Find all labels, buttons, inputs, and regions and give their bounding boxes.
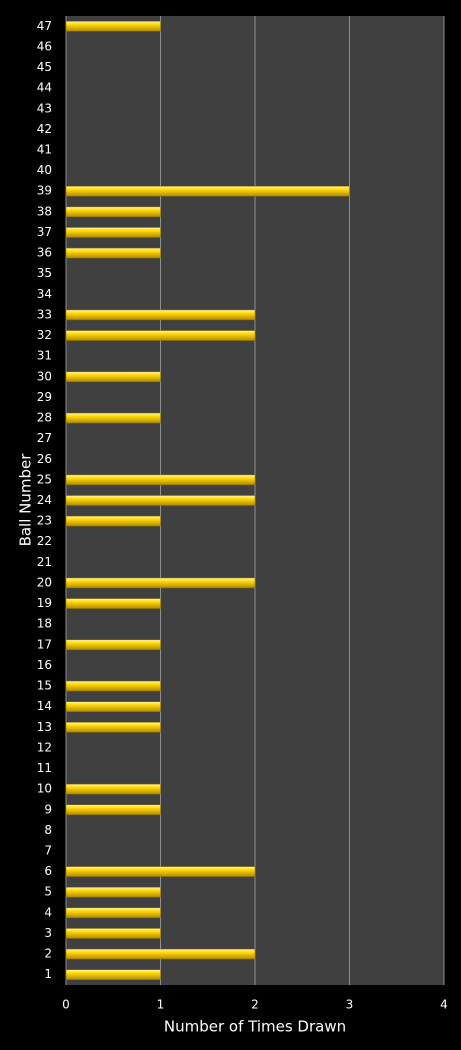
y-tick-label: 1 xyxy=(44,967,52,981)
y-tick-label: 20 xyxy=(37,575,52,589)
y-tick-label: 23 xyxy=(37,514,52,528)
bar xyxy=(65,247,161,259)
y-tick-label: 47 xyxy=(37,19,52,33)
bar xyxy=(65,783,161,795)
y-tick-label: 44 xyxy=(37,81,52,95)
bar xyxy=(65,969,161,980)
bar xyxy=(65,680,161,692)
y-tick-label: 36 xyxy=(37,246,52,260)
bar xyxy=(65,474,256,486)
bar xyxy=(65,701,161,712)
y-tick-label: 28 xyxy=(37,411,52,425)
y-tick-label: 14 xyxy=(37,699,52,713)
bar xyxy=(65,866,256,877)
x-tick-label: 2 xyxy=(251,998,259,1012)
y-tick-label: 18 xyxy=(37,617,52,631)
y-tick-label: 34 xyxy=(37,287,52,301)
y-tick-label: 15 xyxy=(37,679,52,693)
y-tick-label: 29 xyxy=(37,390,52,404)
bar xyxy=(65,495,256,506)
x-tick-label: 0 xyxy=(62,998,70,1012)
bar xyxy=(65,330,256,341)
bar xyxy=(65,639,161,651)
y-tick-label: 5 xyxy=(44,885,52,899)
bar xyxy=(65,577,256,589)
y-tick-label: 25 xyxy=(37,472,52,486)
y-axis-title: Ball Number xyxy=(17,453,35,547)
y-tick-label: 13 xyxy=(37,720,52,734)
y-tick-label: 42 xyxy=(37,122,52,136)
y-tick-label: 2 xyxy=(44,947,52,961)
y-tick-label: 46 xyxy=(37,39,52,53)
y-tick-label: 45 xyxy=(37,60,52,74)
x-tick-label: 1 xyxy=(157,998,165,1012)
y-tick-label: 21 xyxy=(37,555,52,569)
bar xyxy=(65,21,161,32)
y-tick-label: 37 xyxy=(37,225,52,239)
y-tick-label: 24 xyxy=(37,493,52,507)
y-tick-label: 38 xyxy=(37,204,52,218)
y-tick-label: 31 xyxy=(37,349,52,363)
y-tick-label: 32 xyxy=(37,328,52,342)
bar xyxy=(65,907,161,919)
y-tick-label: 26 xyxy=(37,452,52,466)
y-tick-label: 4 xyxy=(44,905,52,919)
x-tick-label: 3 xyxy=(346,998,354,1012)
bar xyxy=(65,948,256,960)
y-tick-label: 33 xyxy=(37,307,52,321)
y-tick-label: 3 xyxy=(44,926,52,940)
y-tick-label: 16 xyxy=(37,658,52,672)
bar xyxy=(65,886,161,898)
y-tick-label: 19 xyxy=(37,596,52,610)
y-tick-label: 6 xyxy=(44,864,52,878)
y-tick-label: 12 xyxy=(37,740,52,754)
bar xyxy=(65,185,350,197)
y-tick-label: 40 xyxy=(37,163,52,177)
x-axis-title: Number of Times Drawn xyxy=(164,1018,346,1036)
y-tick-label: 22 xyxy=(37,534,52,548)
y-tick-label: 7 xyxy=(44,843,52,857)
y-tick-label: 43 xyxy=(37,101,52,115)
y-tick-label: 30 xyxy=(37,369,52,383)
y-tick-label: 41 xyxy=(37,143,52,157)
bar xyxy=(65,227,161,238)
bar xyxy=(65,309,256,321)
y-tick-label: 39 xyxy=(37,184,52,198)
x-tick-label: 4 xyxy=(440,998,448,1012)
bar xyxy=(65,515,161,527)
bar xyxy=(65,371,161,383)
bar xyxy=(65,928,161,939)
y-tick-label: 9 xyxy=(44,802,52,816)
y-tick-label: 17 xyxy=(37,637,52,651)
y-tick-label: 11 xyxy=(37,761,52,775)
y-tick-label: 10 xyxy=(37,782,52,796)
bar xyxy=(65,722,161,733)
y-tick-label: 27 xyxy=(37,431,52,445)
bar xyxy=(65,412,161,424)
bar xyxy=(65,804,161,816)
y-tick-label: 8 xyxy=(44,823,52,837)
y-tick-label: 35 xyxy=(37,266,52,280)
bar xyxy=(65,598,161,609)
bar xyxy=(65,206,161,218)
